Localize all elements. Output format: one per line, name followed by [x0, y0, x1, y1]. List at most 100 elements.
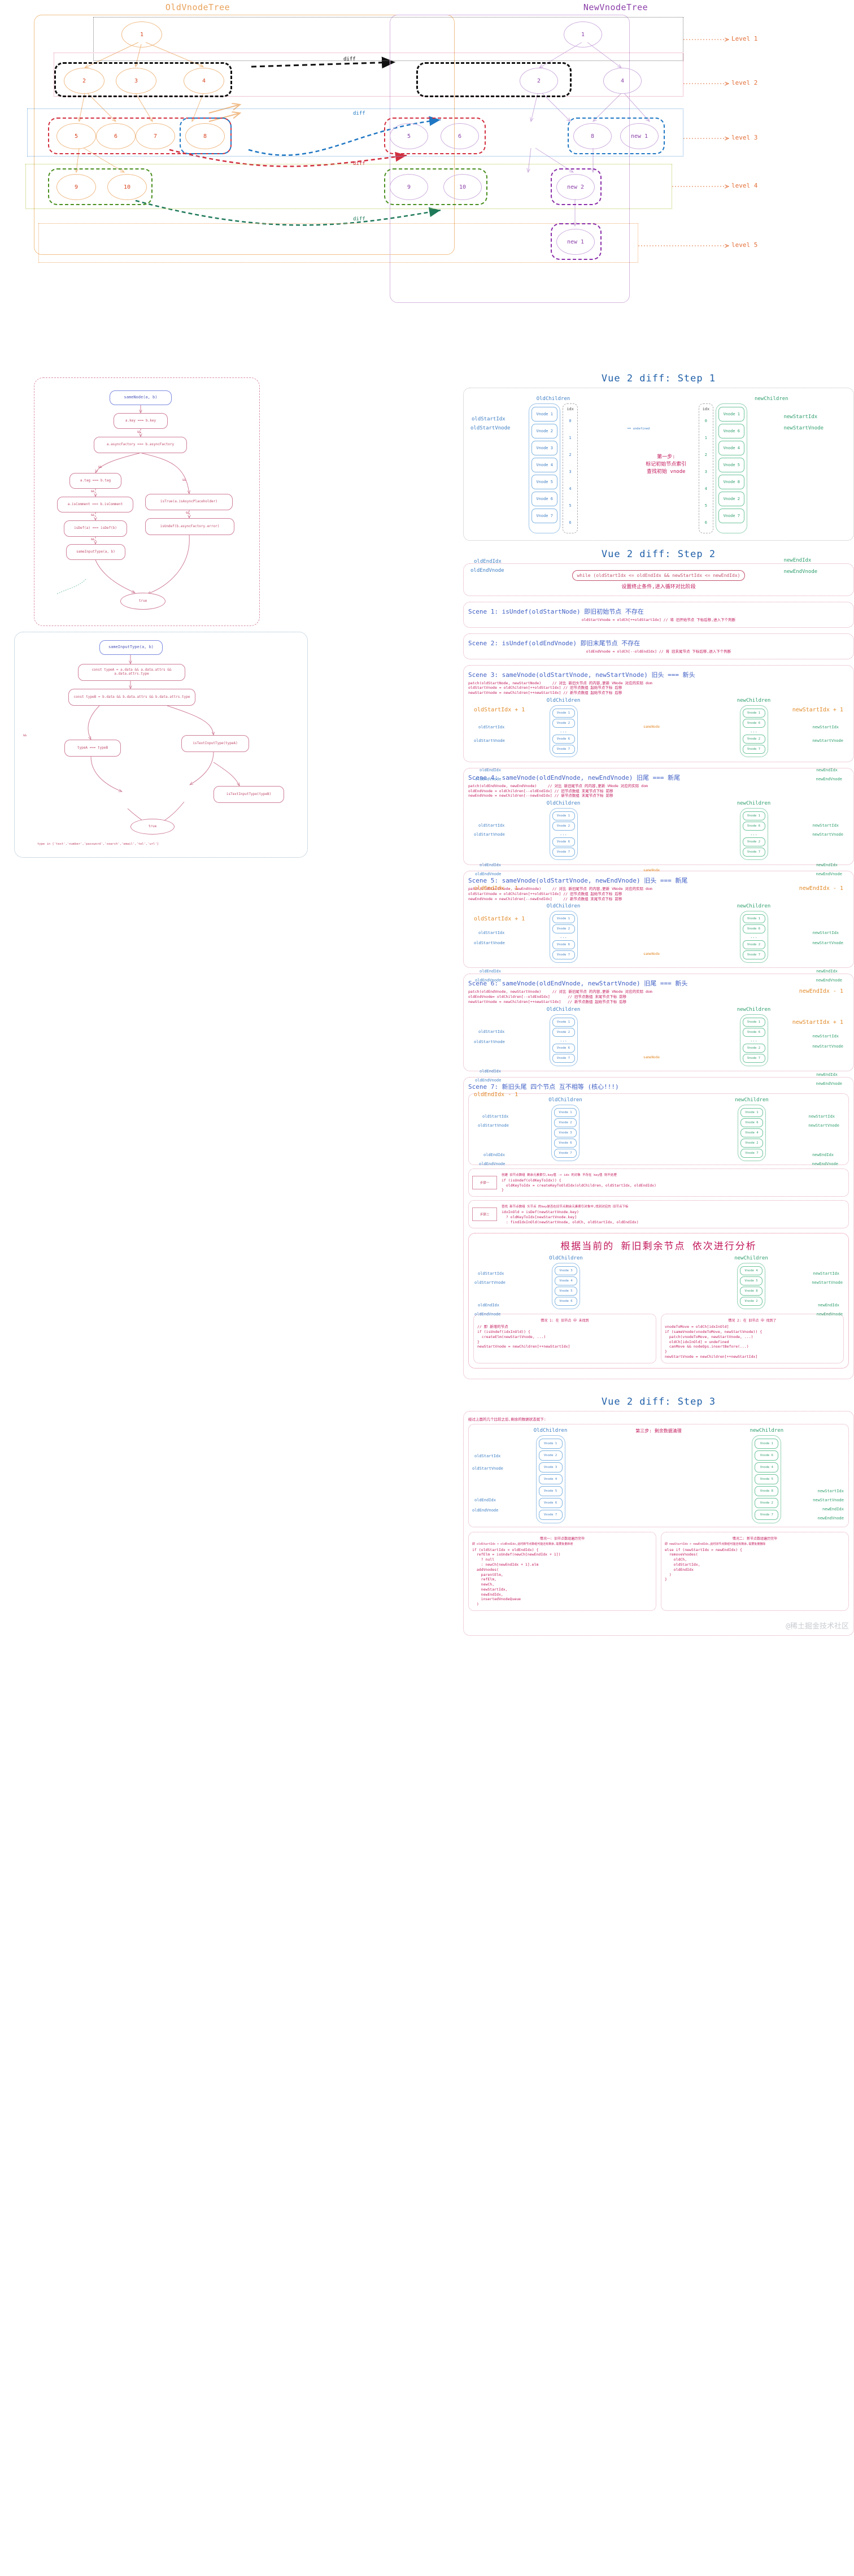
scene-5-old-list: Vnode 1 Vnode 2 ... Vnode 6 Vnode 7 — [549, 911, 578, 963]
old-node: 6 — [96, 123, 136, 149]
diff-label-blue: diff — [353, 111, 365, 116]
step3-case-2-code-3: oldCh, — [665, 1557, 687, 1562]
old-start-vnode-label: oldStartVnode — [474, 1039, 505, 1044]
level-band-2 — [54, 53, 683, 97]
case-2-code-4: oldCh[idxInOld] = undefined — [665, 1339, 729, 1344]
vnode-item: Vnode 1 — [531, 407, 558, 422]
step3-case-1-code-8: newCh, — [472, 1582, 495, 1587]
idx-value: 4 — [569, 486, 572, 491]
step1-old-idx-col: idx 0 1 2 3 4 5 6 — [563, 403, 578, 533]
new-group-black — [416, 62, 572, 97]
vnode-item: Vnode 1 — [538, 1438, 563, 1449]
while-code: while (oldStartIdx <= oldEndIdx && newSt… — [572, 570, 746, 581]
old-start-vnode-label: oldStartVnode — [478, 1123, 509, 1128]
vnode-item: Vnode 6 — [552, 940, 575, 950]
case-2-code-8: newStartVnode = newChildren[++newStartId… — [665, 1354, 758, 1359]
vnode-item: Vnode 5 — [740, 1276, 762, 1286]
case-1-code-2: if (isUndef(idxInOld)) { — [477, 1330, 530, 1335]
scene-5-match-label: sameNode — [643, 952, 660, 957]
step3-case-1-box: 情况一: 旧节点数组遍历完毕 即 oldStartIdx > oldEndIdx… — [468, 1531, 656, 1611]
vnode-item: Vnode 2 — [718, 492, 745, 506]
new-node: new 1 — [556, 229, 595, 255]
vnode-item: Vnode 2 — [538, 1450, 563, 1461]
old-end-vnode-label: oldEndVnode — [475, 776, 502, 781]
vnode-item: Vnode 2 — [742, 734, 765, 744]
old-node: 8 — [185, 123, 225, 149]
analysis-title: 根据当前的 新旧剩余节点 依次进行分析 — [560, 1241, 757, 1253]
vnode-item: Vnode 4 — [555, 1276, 577, 1286]
flow-node-typea-eq-typeb: typeA === typeB — [64, 740, 121, 757]
step2-while-panel: while (oldStartIdx <= oldEndIdx && newSt… — [463, 563, 854, 597]
idx-value: 5 — [704, 503, 708, 508]
step7-badge-2-code-1: idxInOld = isDef(newStartVnode.key) — [502, 1210, 579, 1215]
analysis-new-label: newChildren — [734, 1256, 768, 1262]
step7-badge-2-code-2: ? oldKeyToIdx[newStartVnode.key] — [502, 1214, 577, 1219]
vnode-item: Vnode 5 — [538, 1485, 563, 1496]
flow-node-typea: const typeA = a.data && a.data.attrs && … — [78, 664, 185, 681]
vnode-item: Vnode 2 — [552, 822, 575, 831]
level-label-2: level 2 — [731, 79, 758, 86]
vnode-item: Vnode 1 — [718, 407, 745, 422]
and-label: && — [182, 479, 186, 482]
scene-7-old-list: Vnode 1 Vnode 2 Vnode 3 Vnode 6 Vnode 7 — [551, 1104, 580, 1161]
old-node: 3 — [116, 68, 156, 94]
vnode-item: Vnode 5 — [555, 1287, 577, 1296]
scene-7-panel: Scene 7: 新旧头尾 四个节点 互不相等 (核心!!!) OldChild… — [463, 1076, 854, 1379]
new-end-vnode-label: newEndVnode — [783, 569, 818, 575]
old-end-vnode-label: oldEndVnode — [479, 1161, 506, 1166]
vnode-item: Vnode 6 — [552, 837, 575, 847]
samenode-flowchart: sameNode(a, b) a.key === b.key && a.asyn… — [34, 377, 260, 626]
step1-old-label: OldChildren — [536, 396, 570, 402]
vnode-item: Vnode 1 — [742, 1017, 765, 1027]
diff-label-black: diff — [343, 57, 356, 62]
step3-title: Vue 2 diff: Step 3 — [601, 1396, 716, 1408]
new-end-vnode-label: newEndVnode — [816, 1081, 842, 1086]
vnode-item: Vnode 4 — [755, 1462, 779, 1472]
flow-node-atag: a.tag === b.tag — [69, 473, 121, 489]
old-end-idx-label: oldEndIdx — [474, 1497, 496, 1502]
scene-6-code-1: patch(oldEndVnode, newStartVnode) // 对比 … — [468, 989, 652, 994]
new-end-vnode-label: newEndVnode — [816, 978, 842, 983]
scene-4-right-badge: newEndIdx - 1 — [799, 885, 843, 892]
old-node: 4 — [184, 68, 224, 94]
new-start-vnode-label: newStartVnode — [812, 1044, 843, 1049]
old-start-vnode-label: oldStartVnode — [470, 425, 511, 431]
vnode-item: Vnode 3 — [538, 1462, 563, 1472]
scene-6-heading: Scene 6: sameVnode(oldEndVnode, newStart… — [468, 980, 688, 988]
vnode-item: Vnode 2 — [742, 940, 765, 950]
scene-6-panel: Scene 6: sameVnode(oldEndVnode, newStart… — [463, 974, 854, 1098]
case-1-code-4: } — [477, 1339, 480, 1344]
new-end-vnode-label: newEndVnode — [817, 1515, 844, 1521]
vnode-item: Vnode 6 — [742, 1027, 765, 1037]
scene-2-code: oldEndVnode = oldCh[--oldEndIdx] // 将 旧末… — [586, 649, 731, 654]
scene-3-new-list: Vnode 1 Vnode 6 ... Vnode 2 Vnode 7 — [739, 705, 768, 757]
old-end-idx-label: oldEndIdx — [480, 1068, 501, 1074]
new-node: 9 — [390, 174, 428, 200]
vnode-item: Vnode 7 — [552, 848, 575, 857]
new-end-idx-label: newEndIdx — [816, 1072, 838, 1077]
new-start-vnode-label: newStartVnode — [812, 941, 843, 946]
new-start-idx-label: newStartIdx — [812, 823, 839, 828]
vnode-item: Vnode 7 — [755, 1509, 779, 1520]
vnode-item: Vnode 5 — [531, 475, 558, 489]
step3-case-2-code-7: } — [665, 1577, 667, 1582]
and-label: && — [91, 538, 95, 541]
vnode-item: Vnode 1 — [755, 1438, 779, 1449]
new-node: new 1 — [620, 123, 659, 149]
flow-node-istextinput-b: isTextInputType(typeB) — [213, 786, 284, 803]
scene-3-old-list: Vnode 1 Vnode 2 ... Vnode 6 Vnode 7 — [549, 705, 578, 757]
step3-intro: 经过上面的几个比较之后,剩余的数据状态如下: — [468, 1417, 546, 1422]
new-start-idx-label: newStartIdx — [817, 1488, 844, 1493]
flow-node-iscomment: a.isComment === b.isComment — [57, 497, 133, 512]
step1-note-3: 查找初始 vnode — [647, 469, 686, 475]
scene-4-heading: Scene 4: sameVnode(oldEndVnode, newEndVn… — [468, 774, 681, 781]
step3-case-1-code-2: refElm = isUndef(newCh[newEndIdx + 1]) — [472, 1552, 561, 1557]
new-end-vnode-label: newEndVnode — [816, 1312, 843, 1317]
old-end-vnode-label: oldEndVnode — [475, 978, 502, 983]
vnode-item: Vnode 1 — [552, 811, 575, 821]
old-group-black — [54, 62, 232, 97]
step3-lists-box: OldChildren Vnode 1 Vnode 2 Vnode 3 Vnod… — [468, 427, 849, 1527]
scene-3-right-badge: newStartIdx + 1 — [792, 706, 843, 713]
old-start-idx-label: oldStartIdx — [478, 823, 505, 828]
old-end-vnode-label: oldEndVnode — [472, 1508, 499, 1513]
